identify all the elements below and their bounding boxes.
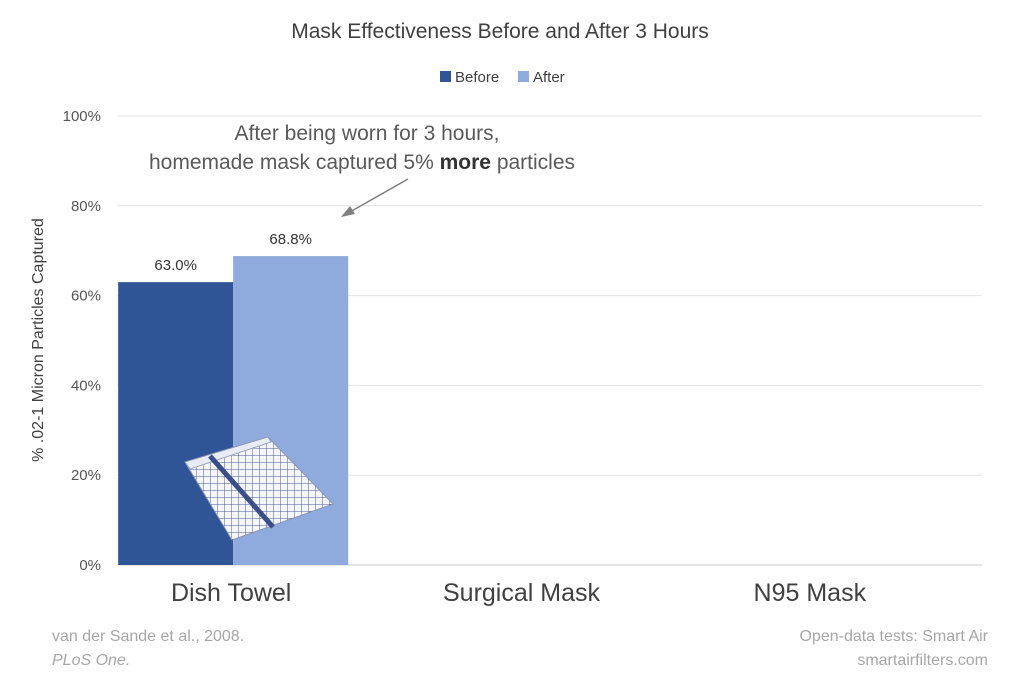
x-ticks: Dish Towel Surgical Mask N95 Mask <box>171 579 867 607</box>
y-tick-label-0: 0% <box>79 557 101 574</box>
y-ticks: 0% 20% 40% 60% 80% 100% <box>63 108 101 574</box>
annotation-line-1: After being worn for 3 hours, <box>235 122 500 145</box>
legend-swatch-after <box>518 71 529 82</box>
y-tick-label-80: 80% <box>71 198 101 215</box>
legend-label-before: Before <box>455 69 499 86</box>
bar-before-dish-towel <box>118 282 234 565</box>
footer-website: smartairfilters.com <box>857 652 988 669</box>
legend-label-after: After <box>533 69 565 86</box>
footer-source-authors: van der Sande et al., 2008. <box>52 628 244 645</box>
data-label-before-dish-towel: 63.0% <box>154 257 197 274</box>
footer-source-journal: PLoS One. <box>52 652 130 669</box>
legend-swatch-before <box>440 71 451 82</box>
dish-towel-image <box>184 436 334 541</box>
annotation-arrow-head <box>341 206 355 217</box>
annotation-line-2-pre: homemade mask captured 5% <box>149 151 440 174</box>
data-label-after-dish-towel: 68.8% <box>269 231 312 248</box>
y-tick-label-40: 40% <box>71 377 101 394</box>
chart-title: Mask Effectiveness Before and After 3 Ho… <box>291 20 709 43</box>
x-tick-label-surgical-mask: Surgical Mask <box>443 579 600 607</box>
annotation-line-2: homemade mask captured 5% more particles <box>149 151 575 174</box>
x-tick-label-dish-towel: Dish Towel <box>171 579 291 607</box>
y-tick-label-100: 100% <box>63 108 101 125</box>
y-tick-label-60: 60% <box>71 288 101 305</box>
legend: Before After <box>440 69 565 86</box>
y-tick-label-20: 20% <box>71 467 101 484</box>
annotation-line-2-bold: more <box>440 151 491 174</box>
y-axis-label: % .02-1 Micron Particles Captured <box>30 218 47 462</box>
annotation: After being worn for 3 hours, homemade m… <box>149 122 575 217</box>
annotation-arrow-line <box>349 178 409 213</box>
annotation-line-2-post: particles <box>491 151 575 174</box>
x-tick-label-n95-mask: N95 Mask <box>754 579 867 607</box>
footer-credit: Open-data tests: Smart Air <box>799 628 988 645</box>
